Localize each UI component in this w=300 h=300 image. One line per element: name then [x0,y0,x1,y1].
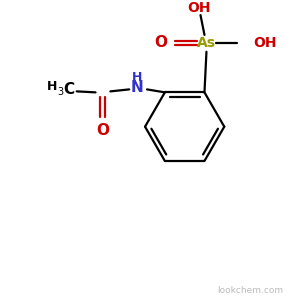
Text: 3: 3 [57,87,63,98]
Text: H: H [132,71,142,84]
Text: C: C [63,82,74,97]
Text: lookchem.com: lookchem.com [218,286,284,295]
Text: As: As [197,36,216,50]
Text: O: O [96,124,109,139]
Text: OH: OH [253,36,277,50]
Text: OH: OH [187,1,210,15]
Text: N: N [131,80,143,95]
Text: H: H [46,80,57,93]
Text: O: O [154,35,167,50]
